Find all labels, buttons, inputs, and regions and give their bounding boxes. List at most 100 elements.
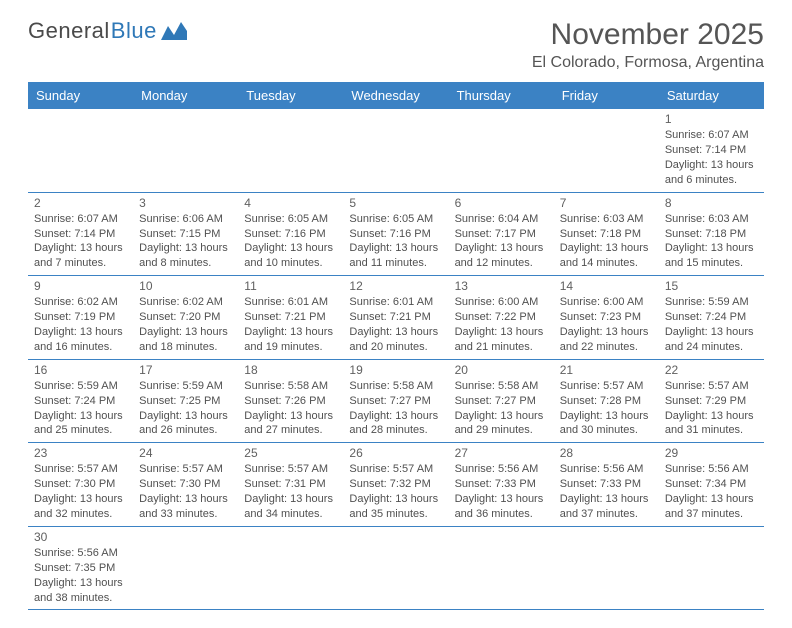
calendar: Sunday Monday Tuesday Wednesday Thursday… [28, 82, 764, 610]
day-cell: 15Sunrise: 5:59 AMSunset: 7:24 PMDayligh… [659, 276, 764, 359]
daylight-text: and 19 minutes. [244, 340, 337, 355]
day-number: 14 [560, 278, 653, 294]
daylight-text: and 28 minutes. [349, 423, 442, 438]
daylight-text: Daylight: 13 hours [139, 241, 232, 256]
daylight-text: and 38 minutes. [34, 591, 127, 606]
daylight-text: and 34 minutes. [244, 507, 337, 522]
day-cell: 23Sunrise: 5:57 AMSunset: 7:30 PMDayligh… [28, 443, 133, 526]
sunrise-text: Sunrise: 5:59 AM [139, 379, 232, 394]
daylight-text: Daylight: 13 hours [665, 492, 758, 507]
sunset-text: Sunset: 7:24 PM [34, 394, 127, 409]
daylight-text: and 14 minutes. [560, 256, 653, 271]
day-number: 4 [244, 195, 337, 211]
daylight-text: Daylight: 13 hours [349, 409, 442, 424]
daylight-text: and 30 minutes. [560, 423, 653, 438]
sunrise-text: Sunrise: 6:01 AM [244, 295, 337, 310]
daylight-text: Daylight: 13 hours [455, 241, 548, 256]
day-cell: 30Sunrise: 5:56 AMSunset: 7:35 PMDayligh… [28, 527, 133, 610]
dayhead-monday: Monday [133, 82, 238, 109]
sunset-text: Sunset: 7:16 PM [244, 227, 337, 242]
sunset-text: Sunset: 7:34 PM [665, 477, 758, 492]
day-cell: 6Sunrise: 6:04 AMSunset: 7:17 PMDaylight… [449, 193, 554, 276]
day-number: 16 [34, 362, 127, 378]
week-row: 2Sunrise: 6:07 AMSunset: 7:14 PMDaylight… [28, 193, 764, 277]
week-row: 16Sunrise: 5:59 AMSunset: 7:24 PMDayligh… [28, 360, 764, 444]
day-cell: 17Sunrise: 5:59 AMSunset: 7:25 PMDayligh… [133, 360, 238, 443]
day-number: 12 [349, 278, 442, 294]
sunset-text: Sunset: 7:21 PM [349, 310, 442, 325]
daylight-text: Daylight: 13 hours [349, 492, 442, 507]
day-number: 1 [665, 111, 758, 127]
day-header-row: Sunday Monday Tuesday Wednesday Thursday… [28, 82, 764, 109]
daylight-text: Daylight: 13 hours [244, 325, 337, 340]
sunset-text: Sunset: 7:33 PM [560, 477, 653, 492]
daylight-text: Daylight: 13 hours [34, 325, 127, 340]
day-number: 7 [560, 195, 653, 211]
day-number: 13 [455, 278, 548, 294]
sunset-text: Sunset: 7:16 PM [349, 227, 442, 242]
sunrise-text: Sunrise: 6:05 AM [349, 212, 442, 227]
empty-cell [238, 109, 343, 192]
day-number: 21 [560, 362, 653, 378]
sunset-text: Sunset: 7:27 PM [455, 394, 548, 409]
empty-cell [28, 109, 133, 192]
daylight-text: and 15 minutes. [665, 256, 758, 271]
day-cell: 18Sunrise: 5:58 AMSunset: 7:26 PMDayligh… [238, 360, 343, 443]
daylight-text: and 16 minutes. [34, 340, 127, 355]
sunset-text: Sunset: 7:32 PM [349, 477, 442, 492]
day-cell: 27Sunrise: 5:56 AMSunset: 7:33 PMDayligh… [449, 443, 554, 526]
sunset-text: Sunset: 7:14 PM [665, 143, 758, 158]
daylight-text: and 18 minutes. [139, 340, 232, 355]
daylight-text: and 24 minutes. [665, 340, 758, 355]
sunrise-text: Sunrise: 6:06 AM [139, 212, 232, 227]
sunrise-text: Sunrise: 6:04 AM [455, 212, 548, 227]
sunset-text: Sunset: 7:33 PM [455, 477, 548, 492]
day-number: 26 [349, 445, 442, 461]
sunrise-text: Sunrise: 6:00 AM [560, 295, 653, 310]
sunrise-text: Sunrise: 6:07 AM [665, 128, 758, 143]
sunset-text: Sunset: 7:18 PM [665, 227, 758, 242]
day-cell: 20Sunrise: 5:58 AMSunset: 7:27 PMDayligh… [449, 360, 554, 443]
day-cell: 16Sunrise: 5:59 AMSunset: 7:24 PMDayligh… [28, 360, 133, 443]
sunrise-text: Sunrise: 5:56 AM [560, 462, 653, 477]
sunrise-text: Sunrise: 5:59 AM [34, 379, 127, 394]
week-row: 30Sunrise: 5:56 AMSunset: 7:35 PMDayligh… [28, 527, 764, 611]
daylight-text: and 20 minutes. [349, 340, 442, 355]
daylight-text: and 37 minutes. [560, 507, 653, 522]
daylight-text: Daylight: 13 hours [349, 325, 442, 340]
week-row: 23Sunrise: 5:57 AMSunset: 7:30 PMDayligh… [28, 443, 764, 527]
daylight-text: and 31 minutes. [665, 423, 758, 438]
day-cell: 7Sunrise: 6:03 AMSunset: 7:18 PMDaylight… [554, 193, 659, 276]
day-number: 5 [349, 195, 442, 211]
day-cell: 10Sunrise: 6:02 AMSunset: 7:20 PMDayligh… [133, 276, 238, 359]
sunrise-text: Sunrise: 5:57 AM [349, 462, 442, 477]
empty-cell [449, 109, 554, 192]
empty-cell [659, 527, 764, 610]
daylight-text: and 7 minutes. [34, 256, 127, 271]
dayhead-thursday: Thursday [449, 82, 554, 109]
sunset-text: Sunset: 7:30 PM [139, 477, 232, 492]
sunset-text: Sunset: 7:31 PM [244, 477, 337, 492]
week-row: 9Sunrise: 6:02 AMSunset: 7:19 PMDaylight… [28, 276, 764, 360]
day-number: 22 [665, 362, 758, 378]
title-block: November 2025 El Colorado, Formosa, Arge… [532, 18, 764, 72]
empty-cell [238, 527, 343, 610]
day-cell: 19Sunrise: 5:58 AMSunset: 7:27 PMDayligh… [343, 360, 448, 443]
daylight-text: and 27 minutes. [244, 423, 337, 438]
day-cell: 22Sunrise: 5:57 AMSunset: 7:29 PMDayligh… [659, 360, 764, 443]
sunrise-text: Sunrise: 6:05 AM [244, 212, 337, 227]
day-cell: 28Sunrise: 5:56 AMSunset: 7:33 PMDayligh… [554, 443, 659, 526]
sunset-text: Sunset: 7:20 PM [139, 310, 232, 325]
daylight-text: Daylight: 13 hours [244, 492, 337, 507]
day-cell: 13Sunrise: 6:00 AMSunset: 7:22 PMDayligh… [449, 276, 554, 359]
daylight-text: Daylight: 13 hours [34, 576, 127, 591]
sunrise-text: Sunrise: 5:57 AM [139, 462, 232, 477]
day-number: 25 [244, 445, 337, 461]
dayhead-saturday: Saturday [659, 82, 764, 109]
day-number: 23 [34, 445, 127, 461]
sunrise-text: Sunrise: 5:59 AM [665, 295, 758, 310]
day-cell: 2Sunrise: 6:07 AMSunset: 7:14 PMDaylight… [28, 193, 133, 276]
location: El Colorado, Formosa, Argentina [532, 54, 764, 72]
weeks-container: 1Sunrise: 6:07 AMSunset: 7:14 PM Daylight… [28, 109, 764, 610]
daylight-text: Daylight: 13 hours [244, 241, 337, 256]
